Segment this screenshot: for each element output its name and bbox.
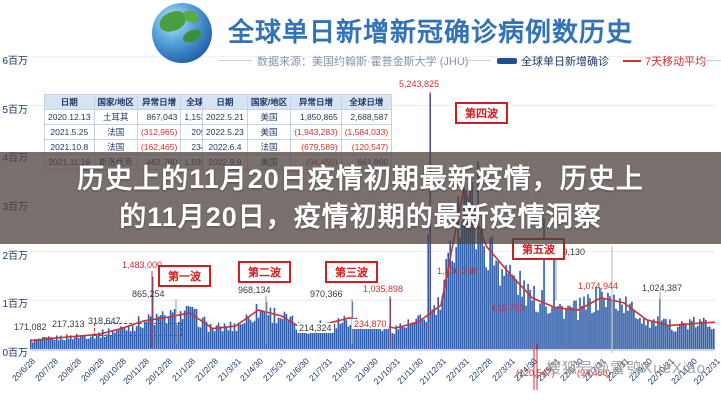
data-label: 214,324 [297, 323, 334, 333]
table-header-cell: 国家/地区 [93, 94, 138, 110]
wave-label: 第二波 [238, 261, 291, 283]
legend-line-label: 7天移动平均 [645, 56, 707, 68]
data-label: 1,483,000 [122, 260, 163, 270]
table-row: 2022.5.23 美国 (1,943,283) (1,584,033) [202, 124, 393, 140]
data-label: 1,074,944 [578, 281, 619, 291]
data-label: 171,082 [14, 322, 47, 332]
table-cell: 867,043 [136, 109, 182, 125]
table-header-cell: 异常日增 [290, 94, 342, 110]
table-cell: (162,465) [136, 139, 182, 155]
table-header-cell: 日期 [44, 94, 95, 110]
globe-icon [152, 3, 212, 63]
table-cell: 1,850,865 [290, 109, 342, 125]
y-axis-tick-label: 2百万 [2, 250, 28, 262]
data-label: 1,300,338 [437, 266, 478, 276]
data-label: 5,243,825 [399, 79, 440, 89]
table-cell: 美国 [246, 124, 292, 140]
table-header-cell: 国家/地区 [246, 94, 292, 110]
data-label: 968,134 [238, 285, 271, 295]
data-label: 318,647 [88, 316, 121, 326]
divider-line [700, 60, 721, 61]
wave-label: 第四波 [455, 102, 508, 124]
table-cell: (1,943,283) [290, 124, 342, 140]
data-source-label: 数据来源：美国约翰斯·霍普金斯大学 (JHU) [257, 56, 469, 68]
data-label: 217,313 [52, 319, 85, 329]
table-row: 2022.5.21 美国 1,850,865 2,688,587 [202, 109, 393, 125]
table-cell: 美国 [246, 109, 292, 125]
y-axis-tick-label: 1百万 [2, 299, 28, 311]
table-cell: (312,965) [136, 124, 182, 140]
data-label: (94,450) [577, 368, 611, 378]
table-cell: 法国 [93, 139, 138, 155]
headline-overlay-banner: 历史上的11月20日疫情初期最新疫情，历史上 的11月20日，疫情初期的最新疫情… [0, 152, 721, 244]
table-cell: (679,589) [290, 139, 342, 155]
table-cell: 2022.5.23 [202, 124, 248, 140]
wave-label: 第一波 [158, 265, 211, 287]
table-header-cell: 日期 [202, 94, 248, 110]
table-cell: 2,688,587 [340, 109, 393, 125]
highlight-rect [94, 323, 182, 336]
table-cell: 法国 [93, 124, 138, 140]
table-cell: 法国 [246, 139, 292, 155]
table-cell: (1,584,033) [340, 124, 393, 140]
data-label: (120,547) [516, 368, 555, 378]
legend-bar-swatch [497, 58, 517, 64]
wave-label: 第三波 [325, 261, 378, 283]
watermark-text: 搜狐号@雪鸮XueXiao [546, 360, 706, 377]
headline-line-2: 的11月20日，疫情初期的最新疫情洞察 [119, 202, 602, 232]
divider-line [218, 60, 252, 61]
data-label: 970,366 [310, 289, 343, 299]
data-label: 1,035,898 [363, 284, 404, 294]
table-cell: 土耳其 [93, 109, 138, 125]
data-label: 619,793 [492, 303, 525, 313]
table-cell: 2022.5.21 [202, 109, 248, 125]
legend-bar-label: 全球单日新增确诊 [521, 56, 609, 68]
y-axis-tick-label: 5百万 [2, 104, 28, 116]
data-label: 1,899,130 [545, 247, 586, 257]
data-label: 1,024,387 [642, 283, 683, 293]
table-cell: 2020.12.13 [44, 109, 95, 125]
y-axis-tick-label: 0百万 [2, 348, 28, 359]
table-cell: 2021.5.25 [44, 124, 95, 140]
table-header-cell: 异常日增 [136, 94, 182, 110]
y-axis-tick-label: 6百万 [2, 55, 28, 67]
legend-line-swatch [623, 60, 641, 62]
divider-line [462, 60, 490, 61]
data-label: 234,870 [352, 319, 389, 329]
chart-title: 全球单日新增新冠确诊病例数历史 [228, 17, 634, 47]
table-header-cell: 全球日增 [340, 94, 393, 110]
table-cell: (120,547) [340, 139, 393, 155]
chart-legend: 全球单日新增确诊 7天移动平均 [497, 53, 706, 69]
headline-line-1: 历史上的11月20日疫情初期最新疫情，历史上 [77, 164, 644, 194]
data-label: 865,254 [132, 289, 165, 299]
